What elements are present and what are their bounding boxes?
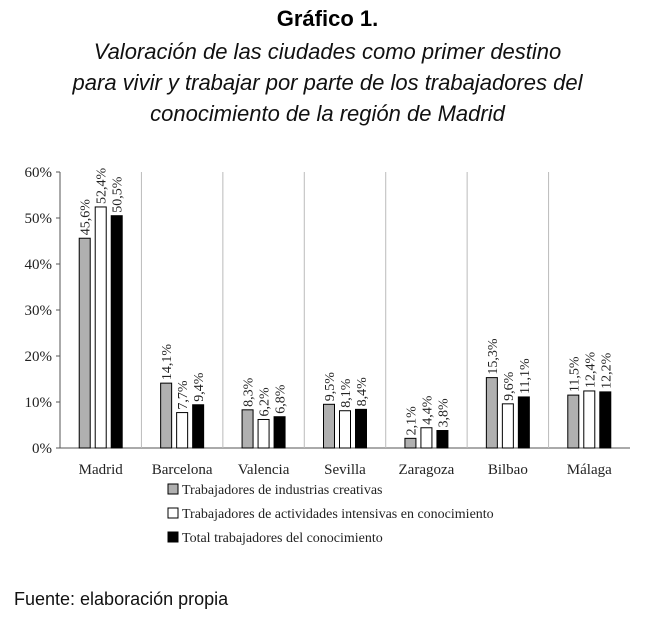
bar: [110, 215, 123, 449]
data-label: 8,4%: [355, 377, 370, 407]
bar: [192, 404, 205, 449]
data-label: 9,4%: [192, 372, 207, 402]
bar: [599, 391, 612, 449]
legend-swatch: [167, 531, 179, 543]
data-label: 8,3%: [242, 377, 257, 407]
y-tick-label: 50%: [25, 211, 53, 227]
legend-label: Total trabajadores del conocimiento: [182, 531, 383, 546]
y-tick-label: 60%: [25, 165, 53, 181]
chart-title: Gráfico 1.: [276, 6, 379, 31]
subtitle-line-3: conocimiento de la región de Madrid: [150, 101, 505, 126]
source-note: Fuente: elaboración propia: [14, 589, 229, 609]
category-label: Zaragoza: [399, 462, 455, 478]
data-label: 2,1%: [404, 406, 419, 436]
data-label: 11,1%: [518, 358, 533, 394]
data-label: 6,2%: [258, 387, 273, 417]
legend-label: Trabajadores de industrias creativas: [182, 483, 382, 498]
bar: [567, 394, 580, 449]
bar: [273, 416, 286, 449]
bar: [176, 412, 189, 449]
category-label: Bilbao: [488, 462, 528, 478]
bar: [78, 237, 91, 449]
legend-swatch: [167, 507, 179, 519]
y-tick-label: 40%: [25, 257, 53, 273]
bar: [355, 408, 367, 449]
category-label: Málaga: [567, 462, 612, 478]
data-label: 11,5%: [567, 356, 582, 392]
data-label: 3,8%: [436, 398, 451, 428]
chart-subtitle: Valoración de las ciudades como primer d…: [0, 36, 655, 129]
data-label: 45,6%: [79, 199, 94, 236]
bar: [404, 437, 417, 449]
bar: [583, 390, 596, 449]
y-tick-label: 20%: [25, 349, 53, 365]
data-label: 6,8%: [274, 384, 289, 414]
y-tick-label: 10%: [25, 395, 53, 411]
data-label: 52,4%: [95, 167, 110, 204]
y-tick-label: 0%: [32, 441, 52, 457]
category-label: Sevilla: [324, 462, 366, 478]
data-label: 12,4%: [583, 351, 598, 388]
bar: [420, 427, 433, 449]
bar: [241, 409, 254, 449]
category-label: Barcelona: [152, 462, 213, 478]
data-label: 7,7%: [176, 380, 191, 410]
bar: [323, 403, 335, 449]
data-label: 14,1%: [160, 344, 175, 381]
data-label: 9,5%: [323, 372, 338, 402]
data-label: 8,1%: [339, 378, 354, 408]
data-label: 12,2%: [599, 352, 614, 389]
bar: [517, 396, 530, 449]
bar: [257, 418, 270, 449]
bar: [485, 377, 498, 449]
data-label: 50,5%: [111, 176, 126, 213]
data-label: 4,4%: [420, 395, 435, 425]
bar-chart: 0% 10% 20% 30% 40% 50% 60% 45,6%52,4% 50,5% Madri…: [25, 165, 630, 546]
bar: [339, 410, 351, 449]
bar: [160, 382, 173, 449]
category-label: Valencia: [238, 462, 290, 478]
bar: [94, 206, 107, 449]
y-tick-label: 30%: [25, 303, 53, 319]
data-label: 15,3%: [486, 338, 501, 375]
data-label: 9,6%: [502, 371, 517, 401]
legend-swatch: [167, 483, 179, 495]
legend-label: Trabajadores de actividades intensivas e…: [182, 507, 494, 522]
bar: [436, 430, 449, 449]
category-label: Madrid: [79, 462, 124, 478]
subtitle-line-2: para vivir y trabajar por parte de los t…: [72, 70, 583, 95]
bar: [501, 403, 514, 449]
subtitle-line-1: Valoración de las ciudades como primer d…: [93, 39, 562, 64]
